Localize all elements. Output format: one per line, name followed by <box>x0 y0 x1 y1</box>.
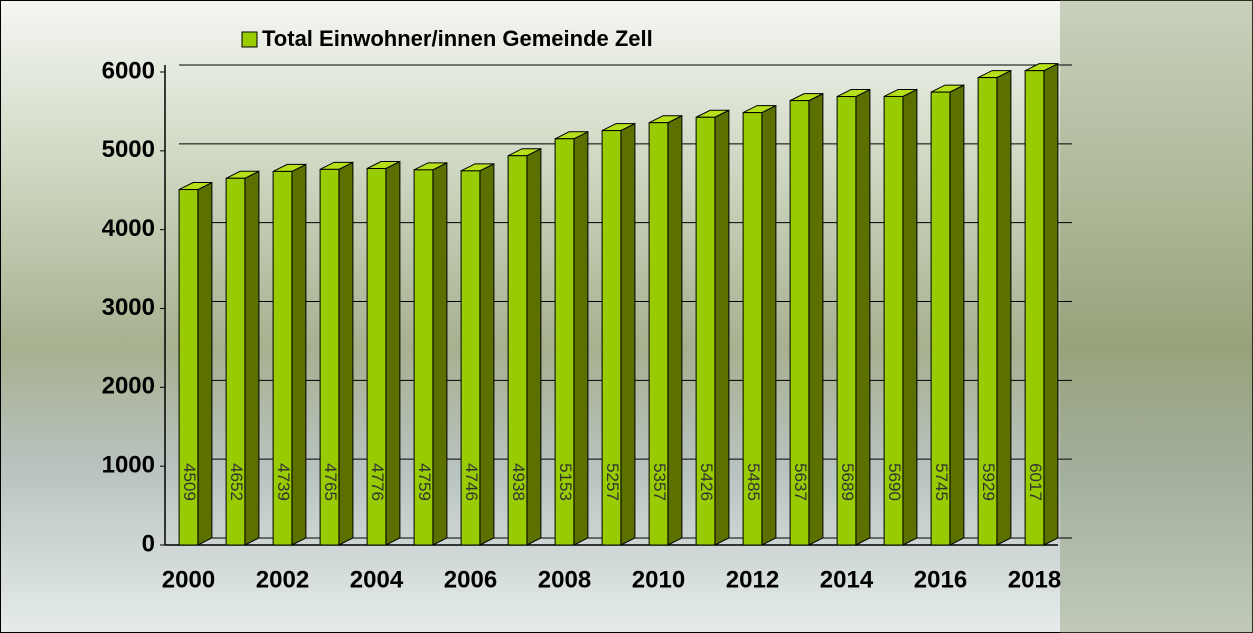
value-label: 5426 <box>697 463 716 501</box>
value-label: 5929 <box>979 463 998 501</box>
value-label: 6017 <box>1026 463 1045 501</box>
y-tick-label: 0 <box>142 530 155 557</box>
value-label: 5485 <box>744 463 763 501</box>
value-label: 4739 <box>274 463 293 501</box>
value-label: 4759 <box>415 463 434 501</box>
value-label: 4746 <box>462 463 481 501</box>
value-label: 5257 <box>603 463 622 501</box>
legend-swatch <box>242 32 257 47</box>
value-label: 5690 <box>885 463 904 501</box>
legend-label: Total Einwohner/innen Gemeinde Zell <box>262 26 653 51</box>
x-tick-label: 2002 <box>256 566 309 593</box>
y-tick-label: 3000 <box>102 294 155 321</box>
value-label: 4776 <box>368 463 387 501</box>
foliage <box>1060 0 1253 633</box>
value-label: 5357 <box>650 463 669 501</box>
y-tick-label: 2000 <box>102 373 155 400</box>
value-label: 4765 <box>321 463 340 501</box>
x-tick-label: 2018 <box>1008 566 1061 593</box>
value-label: 5153 <box>556 463 575 501</box>
x-tick-label: 2012 <box>726 566 779 593</box>
y-tick-label: 6000 <box>102 57 155 84</box>
value-label: 5745 <box>932 463 951 501</box>
value-label: 5637 <box>791 463 810 501</box>
chart: Total Einwohner/innen Gemeinde Zell 0 100… <box>0 0 1253 633</box>
value-label: 5689 <box>838 463 857 501</box>
x-tick-label: 2004 <box>350 566 404 593</box>
x-tick-label: 2014 <box>820 566 874 593</box>
x-tick-label: 2000 <box>162 566 215 593</box>
value-label: 4938 <box>509 463 528 501</box>
y-tick-label: 5000 <box>102 136 155 163</box>
x-tick-label: 2008 <box>538 566 591 593</box>
y-tick-label: 1000 <box>102 452 155 479</box>
y-tick-label: 4000 <box>102 215 155 242</box>
x-tick-label: 2006 <box>444 566 497 593</box>
x-tick-label: 2016 <box>914 566 967 593</box>
value-label: 4509 <box>180 463 199 501</box>
x-tick-label: 2010 <box>632 566 685 593</box>
value-label: 4652 <box>227 463 246 501</box>
